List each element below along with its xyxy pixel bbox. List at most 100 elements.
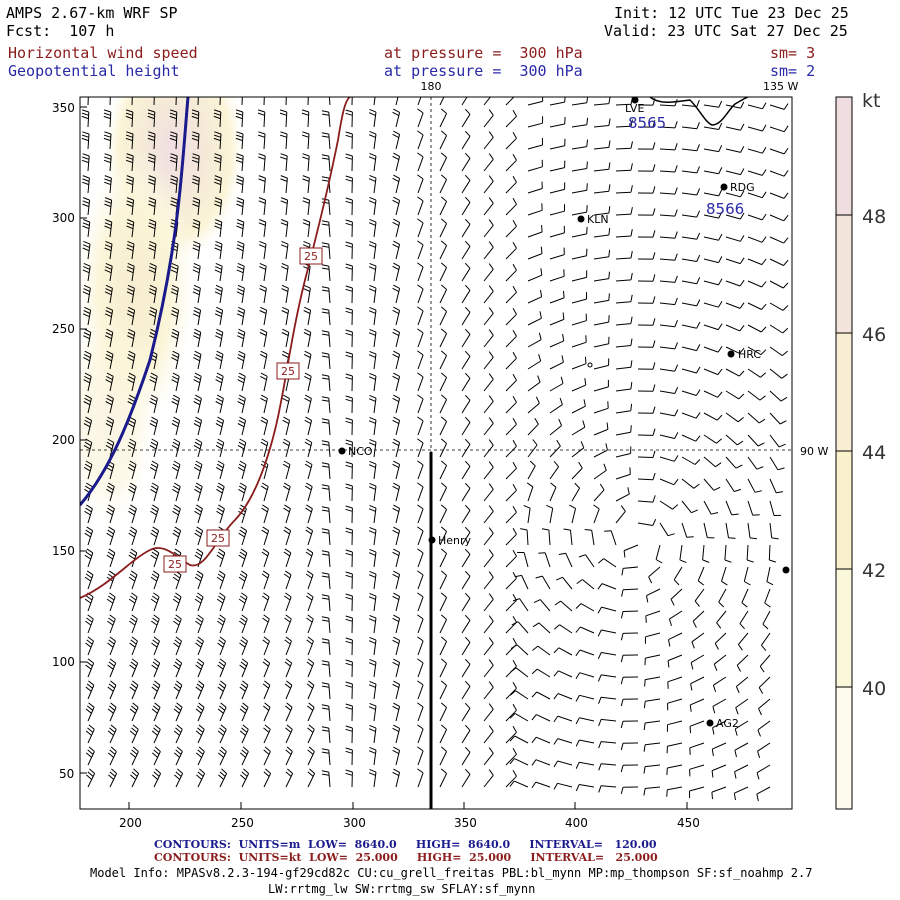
colorbar-band-below40 [836, 687, 852, 809]
wind-barb [725, 257, 745, 265]
wind-barb [285, 724, 293, 744]
wind-barb [321, 594, 331, 612]
wind-barb [345, 219, 353, 238]
wind-barb [105, 328, 114, 348]
wind-barb [85, 680, 95, 700]
wind-barb [569, 504, 577, 524]
wind-barb [149, 438, 159, 458]
wind-barb [192, 262, 201, 282]
wind-barb [260, 416, 269, 436]
wind-barb [505, 726, 517, 744]
wind-barb [549, 355, 564, 370]
wind-barb [439, 97, 445, 106]
wind-barb [195, 614, 204, 634]
wind-barb [681, 478, 700, 489]
wind-barb [439, 108, 448, 128]
wind-barb [461, 570, 471, 590]
wind-barb [637, 428, 656, 436]
wind-barb [216, 592, 226, 612]
wind-barb [107, 680, 117, 700]
wind-barb [439, 702, 448, 722]
wind-barb [193, 416, 203, 436]
wind-barb [129, 636, 138, 656]
wind-barb [549, 116, 566, 128]
wind-barb [236, 219, 245, 238]
wind-barb [597, 652, 617, 660]
wind-barb [666, 720, 683, 732]
wind-barb [260, 372, 268, 392]
wind-barb [345, 593, 353, 612]
wind-barb [193, 438, 203, 458]
wind-barb [769, 125, 789, 133]
wind-barb [107, 658, 117, 678]
wind-barb [321, 396, 331, 414]
wind-barb [769, 302, 789, 311]
wind-barb [620, 720, 639, 729]
svg-text:25: 25 [304, 250, 318, 263]
wind-barb [303, 328, 312, 348]
wind-barb [505, 176, 517, 194]
wind-barb [461, 328, 471, 348]
wind-barb [235, 153, 244, 172]
colorbar-band-44-46 [836, 333, 852, 451]
wind-barb [285, 768, 294, 788]
wind-barb [282, 416, 291, 436]
wind-barb [527, 246, 543, 260]
wind-barb [646, 588, 661, 603]
wind-barb [104, 284, 113, 304]
wind-barb [439, 372, 448, 392]
wind-barb [725, 324, 745, 332]
field2-level: at pressure = 300 hPa [384, 62, 583, 80]
wind-barb [263, 746, 271, 766]
wind-barb [217, 636, 226, 656]
wind-barb [615, 185, 633, 194]
wind-barb [681, 344, 701, 352]
wind-barb [173, 746, 183, 766]
wind-barb [261, 504, 269, 524]
wind-barb [214, 284, 223, 304]
wind-barb [620, 698, 639, 707]
wind-barb [192, 175, 200, 194]
wind-barb [235, 109, 244, 128]
wind-barb [263, 768, 272, 788]
wind-barb [104, 306, 114, 326]
wind-barb [306, 658, 315, 678]
init-time: Init: 12 UTC Tue 23 Dec 25 [614, 4, 849, 22]
wind-barb [82, 262, 91, 282]
wind-barb [598, 696, 617, 704]
wind-barb [461, 416, 471, 436]
wind-barb [439, 592, 448, 612]
wind-barb [637, 230, 656, 238]
contour-label-25-a: 25 [299, 247, 323, 265]
wind-barb [151, 680, 161, 700]
wind-barb [280, 219, 289, 238]
wind-barb [505, 572, 517, 590]
wind-barb [615, 316, 633, 326]
wind-barb [527, 375, 541, 392]
wind-barb [615, 338, 633, 348]
wind-barb [523, 504, 531, 524]
wind-barb [439, 262, 448, 282]
wind-barb [321, 572, 331, 590]
wind-barb [171, 328, 180, 348]
wind-barb [392, 240, 401, 260]
wind-barb [512, 598, 529, 612]
wind-barb [321, 110, 331, 128]
wind-barb [769, 390, 788, 402]
wind-barb [439, 196, 448, 216]
wind-barb [439, 438, 448, 458]
wind-barb [345, 461, 353, 480]
wind-barb [517, 552, 529, 568]
wind-barb [593, 483, 605, 502]
wind-barb [284, 592, 292, 612]
wind-barb [151, 746, 161, 766]
wind-barb [282, 438, 291, 458]
forecast-hour: Fcst: 107 h [6, 22, 115, 40]
x-tick-400: 400 [565, 816, 588, 830]
wind-barb [148, 240, 157, 260]
wind-barb [571, 313, 587, 326]
field2-smoothing: sm= 2 [770, 62, 816, 80]
wind-barb [83, 416, 93, 436]
wind-barb [747, 236, 767, 243]
wind-barb [553, 782, 573, 790]
